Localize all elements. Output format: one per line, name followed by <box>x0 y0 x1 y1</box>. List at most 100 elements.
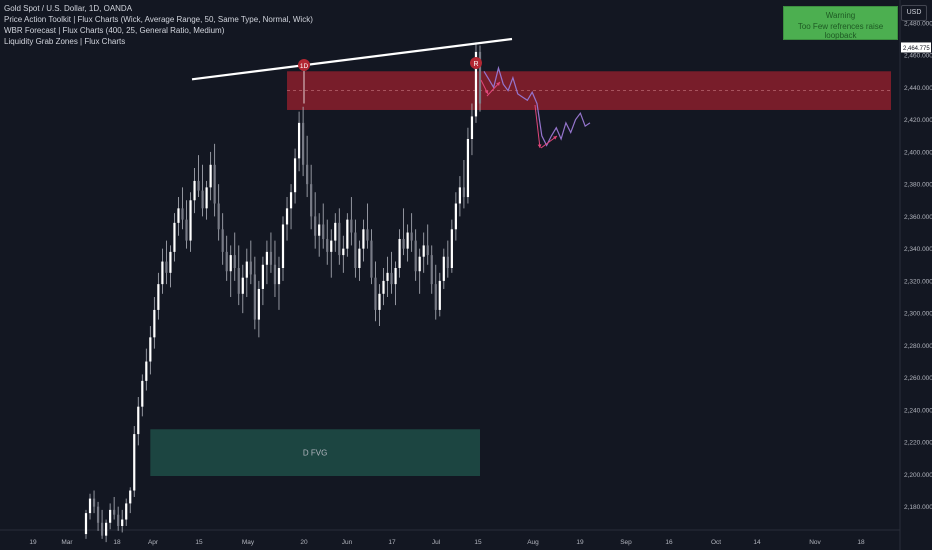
candle-body <box>434 284 437 310</box>
candle-body <box>181 208 184 220</box>
candle-body <box>96 506 100 523</box>
candle-body <box>189 200 192 241</box>
candle-body <box>221 229 224 252</box>
candle-body <box>84 513 88 535</box>
candle-body <box>88 498 92 514</box>
forecast-arrow-4-head <box>553 136 557 140</box>
candle-body <box>161 261 164 285</box>
candle-body <box>422 245 425 257</box>
fvg-zone-label: D FVG <box>303 449 327 458</box>
candle-body <box>354 232 357 268</box>
time-tick-label: 14 <box>753 539 761 546</box>
candle-body <box>153 309 156 338</box>
candle-body <box>410 232 413 241</box>
price-tick-label: 2,480.000 <box>904 20 932 27</box>
candle-body <box>100 522 104 536</box>
price-tick-label: 2,340.000 <box>904 246 932 253</box>
indicator-price-action[interactable]: Price Action Toolkit | Flux Charts (Wick… <box>4 15 313 24</box>
time-tick-label: Aug <box>527 539 539 546</box>
candle-body <box>117 514 120 526</box>
candle-body <box>145 361 148 381</box>
candle-body <box>374 277 377 310</box>
candle-body <box>285 208 289 225</box>
candle-body <box>318 224 321 236</box>
candle-body <box>358 248 361 268</box>
forecast-arrow-3-head <box>537 144 542 148</box>
candle-body <box>346 219 349 249</box>
indicator-wbr-forecast[interactable]: WBR Forecast | Flux Charts (400, 25, Gen… <box>4 26 225 35</box>
candle-body <box>378 293 381 310</box>
candle-body <box>446 256 449 268</box>
candle-body <box>229 255 232 272</box>
candle-body <box>277 268 281 285</box>
price-tick-label: 2,280.000 <box>904 343 932 350</box>
candle-body <box>273 264 277 285</box>
candle-body <box>104 522 108 536</box>
candle-body <box>366 229 369 241</box>
warning-title: Warning <box>825 11 856 20</box>
candle-body <box>466 139 470 198</box>
candle-body <box>121 519 124 526</box>
candle-body <box>137 406 140 435</box>
candle-body <box>193 180 196 201</box>
candle-body <box>297 122 301 159</box>
candle-body <box>113 509 116 515</box>
candle-body <box>213 164 216 204</box>
candle-body <box>350 219 353 233</box>
candle-body <box>165 261 168 273</box>
candle-body <box>201 190 204 209</box>
time-tick-label: Oct <box>711 539 721 546</box>
price-tick-label: 2,460.000 <box>904 53 932 60</box>
candle-body <box>249 261 252 275</box>
warning-message: Too Few refrences raise loopback <box>797 22 884 40</box>
symbol-title[interactable]: Gold Spot / U.S. Dollar, 1D, OANDA <box>4 4 133 13</box>
candle-body <box>474 51 478 117</box>
current-price-label: 2,464.775 <box>903 46 930 52</box>
time-tick-label: Nov <box>809 539 821 546</box>
forecast-arrow-1-head <box>484 90 489 94</box>
price-tick-label: 2,420.000 <box>904 117 932 124</box>
candle-body <box>394 268 397 285</box>
time-tick-label: Apr <box>148 539 159 546</box>
candle-body <box>450 229 453 268</box>
time-tick-label: Mar <box>61 539 73 546</box>
candle-body <box>261 264 265 289</box>
time-tick-label: 18 <box>857 539 865 546</box>
price-tick-label: 2,260.000 <box>904 375 932 382</box>
marker-r-label: R <box>473 61 478 68</box>
candle-body <box>418 256 421 272</box>
forecast-arrow-2-head <box>496 82 500 86</box>
current-price-tag <box>901 42 931 53</box>
candle-body <box>458 187 462 204</box>
candle-body <box>245 261 248 278</box>
candle-body <box>342 248 345 256</box>
fvg-zone <box>150 429 480 477</box>
candle-body <box>169 251 172 273</box>
marker-r <box>470 57 482 69</box>
candle-body <box>370 240 373 278</box>
candle-body <box>281 224 285 268</box>
time-tick-label: 20 <box>300 539 308 546</box>
price-tick-label: 2,300.000 <box>904 311 932 318</box>
time-tick-label: 19 <box>576 539 584 546</box>
candle-body <box>478 51 482 104</box>
currency-button[interactable]: USD <box>901 5 927 21</box>
candle-body <box>330 240 333 252</box>
time-tick-label: 18 <box>113 539 121 546</box>
time-tick-label: 15 <box>195 539 203 546</box>
candle-body <box>225 251 228 272</box>
candle-body <box>257 288 260 320</box>
candle-body <box>386 272 389 281</box>
candle-body <box>430 255 433 285</box>
candle-body <box>253 274 256 320</box>
candle-body <box>185 219 188 241</box>
candle-body <box>197 180 200 191</box>
forecast-path <box>483 65 591 147</box>
candle-body <box>382 280 385 294</box>
candle-body <box>237 268 240 294</box>
candle-body <box>390 272 393 285</box>
candle-body <box>470 116 474 139</box>
candle-body <box>426 245 429 256</box>
indicator-liquidity-grab[interactable]: Liquidity Grab Zones | Flux Charts <box>4 37 126 46</box>
